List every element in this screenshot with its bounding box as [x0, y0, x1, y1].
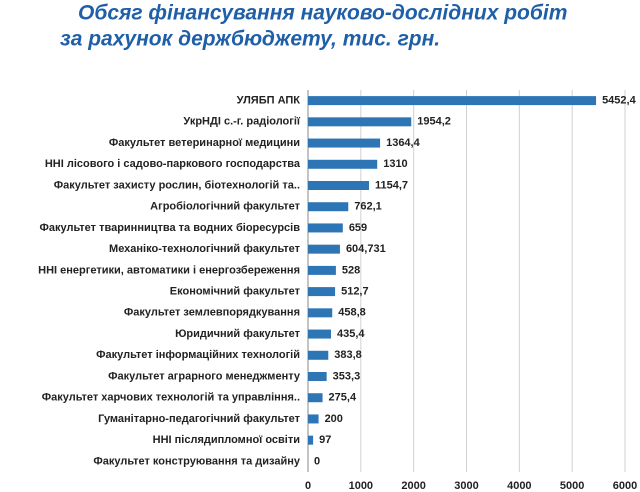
value-label: 1364,4 [386, 137, 421, 149]
value-label: 528 [342, 264, 360, 276]
value-label: 97 [319, 434, 331, 446]
bar [308, 308, 333, 318]
y-tick-label: Економічний факультет [170, 286, 301, 298]
value-label: 458,8 [338, 307, 366, 319]
y-tick-label: ННІ лісового і садово-паркового господар… [45, 158, 301, 170]
x-tick-label: 4000 [507, 480, 531, 492]
y-tick-label: ННІ післядипломної освіти [153, 434, 300, 446]
x-tick-label: 1000 [349, 480, 373, 492]
value-label: 275,4 [329, 392, 357, 404]
y-tick-label: Факультет конструювання та дизайну [93, 455, 301, 467]
y-tick-label: Юридичний факультет [175, 328, 301, 340]
y-tick-label: Механіко-технологічний факультет [109, 243, 301, 255]
chart-title: за рахунок держбюджету, тис. грн. [60, 28, 440, 51]
bar [308, 223, 343, 233]
x-tick-label: 6000 [613, 480, 637, 492]
bar [308, 181, 370, 190]
bar [308, 350, 329, 360]
value-label: 512,7 [341, 286, 369, 298]
value-label: 353,3 [333, 370, 361, 382]
chart-title: Обсяг фінансування науково-дослідних роб… [78, 2, 567, 25]
y-tick-label: Факультет тваринництва та водних біоресу… [40, 222, 301, 234]
bar [308, 96, 597, 106]
x-tick-label: 2000 [401, 480, 425, 492]
y-tick-label: ННІ енергетики, автоматики і енергозбере… [38, 264, 300, 276]
y-tick-label: Факультет захисту рослин, біотехнологій … [54, 179, 300, 191]
bar [308, 372, 327, 381]
value-label: 435,4 [337, 328, 365, 340]
value-label: 200 [325, 413, 343, 425]
value-label: 1154,7 [375, 179, 408, 191]
bar [308, 159, 378, 169]
value-label: 383,8 [334, 349, 362, 361]
x-tick-label: 3000 [454, 480, 478, 492]
value-label: 0 [314, 455, 320, 467]
bar [308, 244, 340, 254]
bar [308, 435, 314, 445]
value-label: 1954,2 [417, 116, 451, 128]
value-label: 1310 [383, 158, 407, 170]
bar [308, 414, 319, 424]
y-tick-label: Факультет аграрного менеджменту [108, 370, 301, 382]
value-label: 762,1 [354, 201, 382, 213]
y-tick-label: Факультет землевпорядкування [124, 307, 300, 319]
x-tick-label: 5000 [560, 480, 584, 492]
bar [308, 265, 336, 275]
y-tick-label: УЛЯБП АПК [237, 95, 301, 107]
bar [308, 329, 332, 339]
value-label: 659 [349, 222, 367, 234]
value-label: 604,731 [346, 243, 386, 255]
bar [308, 393, 323, 403]
x-tick-label: 0 [305, 480, 311, 492]
value-label: 5452,4 [602, 95, 637, 107]
y-tick-label: УкрНДІ с.-г. радіології [183, 116, 300, 128]
y-tick-label: Гуманітарно-педагогічний факультет [98, 413, 300, 425]
y-tick-label: Факультет інформаційних технологій [96, 349, 300, 361]
bar [308, 287, 336, 297]
bar [308, 202, 349, 212]
y-tick-label: Агробіологічний факультет [150, 201, 300, 213]
bar [308, 117, 412, 127]
bar [308, 138, 381, 148]
y-tick-label: Факультет харчових технологій та управлі… [42, 392, 300, 404]
y-tick-label: Факультет ветеринарної медицини [109, 137, 300, 149]
